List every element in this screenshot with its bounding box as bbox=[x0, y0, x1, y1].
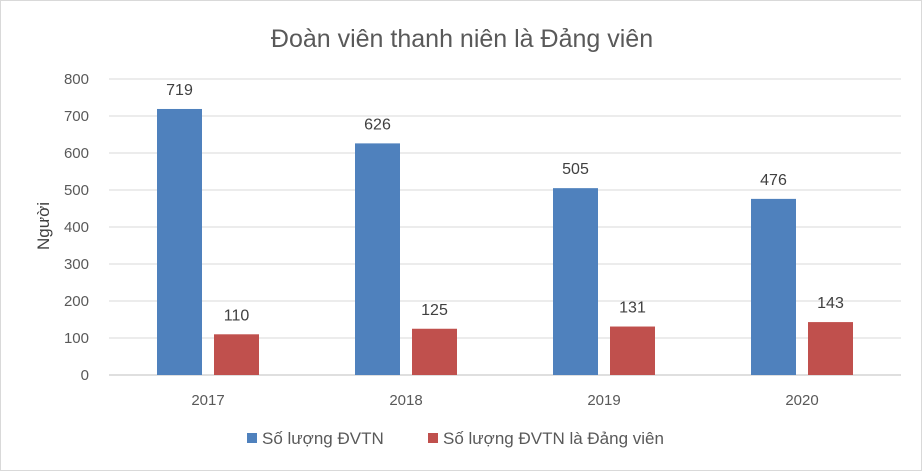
bar-dvtn-2017 bbox=[157, 108, 202, 375]
bar-dang-vien-2017 bbox=[214, 334, 259, 375]
bar-dvtn-2020 bbox=[751, 198, 796, 375]
bar-dang-vien-2019 bbox=[610, 326, 655, 375]
x-axis-ticks: 2017 2018 2019 2020 bbox=[191, 392, 818, 409]
legend-swatch bbox=[247, 433, 257, 443]
y-tick-label: 800 bbox=[64, 71, 89, 88]
legend: Số lượng ĐVTN Số lượng ĐVTN là Đảng viên bbox=[247, 429, 664, 448]
x-tick-label: 2020 bbox=[785, 392, 818, 409]
x-tick-label: 2017 bbox=[191, 392, 224, 409]
legend-swatch bbox=[428, 433, 438, 443]
data-labels: 719 110 626 125 505 131 476 143 bbox=[166, 82, 844, 324]
y-axis-ticks: 0 100 200 300 400 500 600 700 800 bbox=[64, 71, 89, 384]
bar-dvtn-2018 bbox=[355, 143, 400, 375]
x-tick-label: 2019 bbox=[587, 392, 620, 409]
legend-label: Số lượng ĐVTN là Đảng viên bbox=[443, 429, 664, 448]
y-axis-label: Người bbox=[34, 202, 53, 250]
legend-label: Số lượng ĐVTN bbox=[262, 429, 384, 448]
y-tick-label: 300 bbox=[64, 256, 89, 273]
data-label: 131 bbox=[619, 300, 646, 317]
data-label: 719 bbox=[166, 82, 193, 99]
y-tick-label: 400 bbox=[64, 219, 89, 236]
chart-title: Đoàn viên thanh niên là Đảng viên bbox=[271, 25, 653, 53]
bar-dang-vien-2020 bbox=[808, 322, 853, 375]
data-label: 143 bbox=[817, 295, 844, 312]
bars bbox=[157, 108, 853, 375]
y-tick-label: 600 bbox=[64, 145, 89, 162]
y-tick-label: 100 bbox=[64, 330, 89, 347]
y-tick-label: 200 bbox=[64, 293, 89, 310]
data-label: 110 bbox=[224, 307, 250, 324]
data-label: 476 bbox=[760, 172, 787, 189]
bar-dvtn-2019 bbox=[553, 188, 598, 375]
bar-dang-vien-2018 bbox=[412, 328, 457, 375]
data-label: 505 bbox=[562, 161, 589, 178]
y-tick-label: 500 bbox=[64, 182, 89, 199]
data-label: 626 bbox=[364, 116, 391, 133]
data-label: 125 bbox=[421, 302, 448, 319]
x-tick-label: 2018 bbox=[389, 392, 422, 409]
y-tick-label: 700 bbox=[64, 108, 89, 125]
y-tick-label: 0 bbox=[81, 367, 89, 384]
